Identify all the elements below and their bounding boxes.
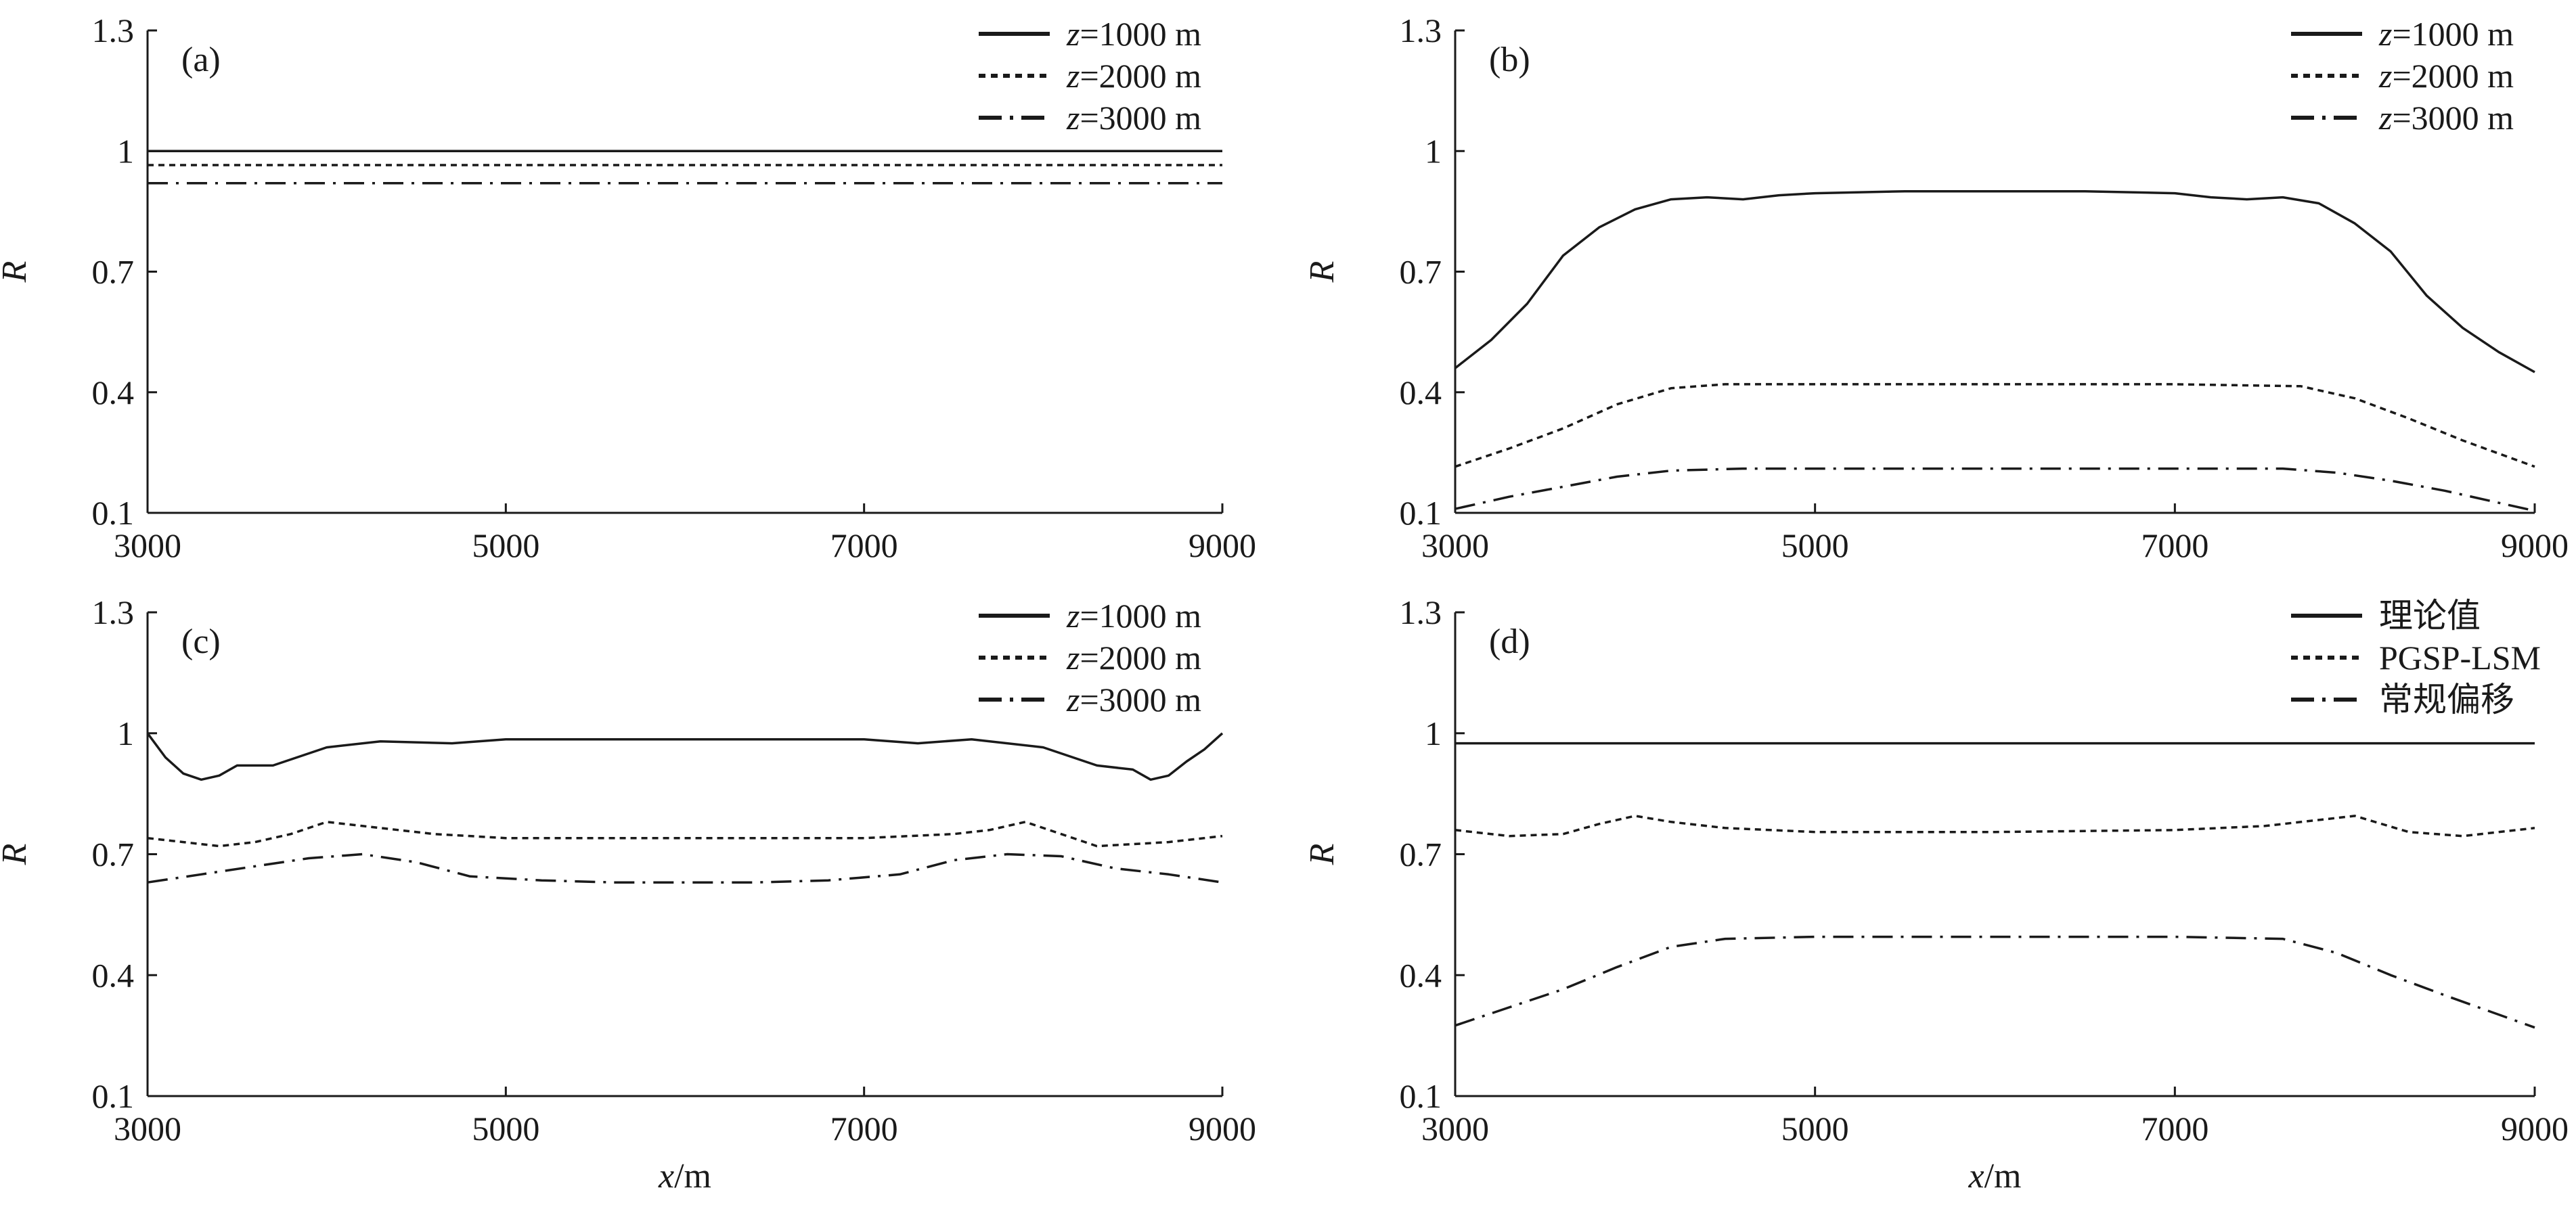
x-tick-label: 3000 xyxy=(1421,1110,1489,1147)
x-tick-label: 3000 xyxy=(114,1110,181,1147)
x-tick-label: 7000 xyxy=(830,526,898,564)
y-tick-label: 1 xyxy=(1425,132,1442,170)
legend-label: z=2000 m xyxy=(1066,639,1201,677)
legend-label: z=2000 m xyxy=(2378,57,2514,95)
legend-label: z=1000 m xyxy=(1066,597,1201,635)
chart-panel: 0.1 0.4 0.7 1 1.3 3000 5000 7000 9000 Rx/m (d) 理论值 P… xyxy=(1303,593,2569,1196)
series-line xyxy=(1454,189,2535,373)
legend-label: z=1000 m xyxy=(2378,15,2514,53)
x-tick-label: 9000 xyxy=(1189,1110,1256,1147)
series-line xyxy=(1454,935,2535,1029)
legend-label: z=3000 m xyxy=(1066,681,1201,719)
y-tick-label: 0.7 xyxy=(92,836,135,873)
x-tick-label: 5000 xyxy=(472,526,539,564)
legend-label: 理论值 xyxy=(2379,597,2481,635)
x-tick-label: 5000 xyxy=(1781,526,1849,564)
y-tick-label: 1 xyxy=(117,132,134,170)
y-tick-label: 0.4 xyxy=(92,373,135,411)
x-tick-label: 9000 xyxy=(2501,526,2569,564)
y-tick-label: 0.1 xyxy=(92,494,135,532)
legend-label: z=3000 m xyxy=(1066,99,1201,137)
y-axis-title: R xyxy=(0,261,34,283)
y-axis-title: R xyxy=(0,844,34,866)
y-tick-label: 0.7 xyxy=(1400,836,1442,873)
panel-label: (c) xyxy=(181,622,221,661)
series-line xyxy=(147,821,1223,848)
x-tick-label: 7000 xyxy=(2141,526,2208,564)
series-line xyxy=(147,852,1223,884)
y-tick-label: 0.1 xyxy=(92,1077,135,1115)
x-axis-title: x/m xyxy=(1968,1157,2022,1196)
y-axis-title: R xyxy=(1303,261,1341,283)
y-tick-label: 1.3 xyxy=(1400,12,1442,49)
y-tick-label: 0.4 xyxy=(1400,373,1442,411)
legend-label: z=2000 m xyxy=(1066,57,1201,95)
y-tick-label: 0.1 xyxy=(1400,494,1442,532)
chart-panel: 0.1 0.4 0.7 1 1.3 3000 5000 7000 9000 R (b) z=1000 … xyxy=(1303,12,2569,564)
y-tick-label: 0.7 xyxy=(92,253,135,291)
x-tick-label: 7000 xyxy=(830,1110,898,1147)
chart-panel: 0.1 0.4 0.7 1 1.3 3000 5000 7000 9000 Rx/m (c) z=10… xyxy=(0,593,1256,1196)
panel-label: (b) xyxy=(1489,41,1530,79)
panel-label: (d) xyxy=(1489,622,1530,661)
x-tick-label: 9000 xyxy=(2501,1110,2569,1147)
x-tick-label: 3000 xyxy=(114,526,181,564)
series-line xyxy=(146,732,1224,781)
x-tick-label: 3000 xyxy=(1421,526,1489,564)
y-tick-label: 1 xyxy=(117,714,134,752)
series-line xyxy=(1454,815,2535,838)
x-tick-label: 5000 xyxy=(472,1110,539,1147)
legend-label: z=3000 m xyxy=(2378,99,2514,137)
series-line xyxy=(1454,383,2535,468)
x-tick-label: 9000 xyxy=(1189,526,1256,564)
y-tick-label: 1.3 xyxy=(1400,593,1442,631)
legend-label: z=1000 m xyxy=(1066,15,1201,53)
x-axis-title: x/m xyxy=(658,1157,711,1196)
legend-label: 常规偏移 xyxy=(2379,681,2514,719)
series-line xyxy=(1454,467,2535,512)
y-tick-label: 0.4 xyxy=(92,956,135,994)
x-tick-label: 5000 xyxy=(1781,1110,1849,1147)
y-tick-label: 0.4 xyxy=(1400,956,1442,994)
y-tick-label: 1.3 xyxy=(92,593,135,631)
y-tick-label: 1 xyxy=(1425,714,1442,752)
chart-panel: 0.1 0.4 0.7 1 1.3 3000 5000 7000 9000 R (a) z=1000 … xyxy=(0,12,1256,564)
y-tick-label: 0.7 xyxy=(1400,253,1442,291)
y-axis-title: R xyxy=(1303,844,1341,866)
y-tick-label: 0.1 xyxy=(1400,1077,1442,1115)
y-tick-label: 1.3 xyxy=(92,12,135,49)
x-tick-label: 7000 xyxy=(2141,1110,2208,1147)
panel-label: (a) xyxy=(181,41,221,79)
legend-label: PGSP-LSM xyxy=(2379,639,2541,677)
